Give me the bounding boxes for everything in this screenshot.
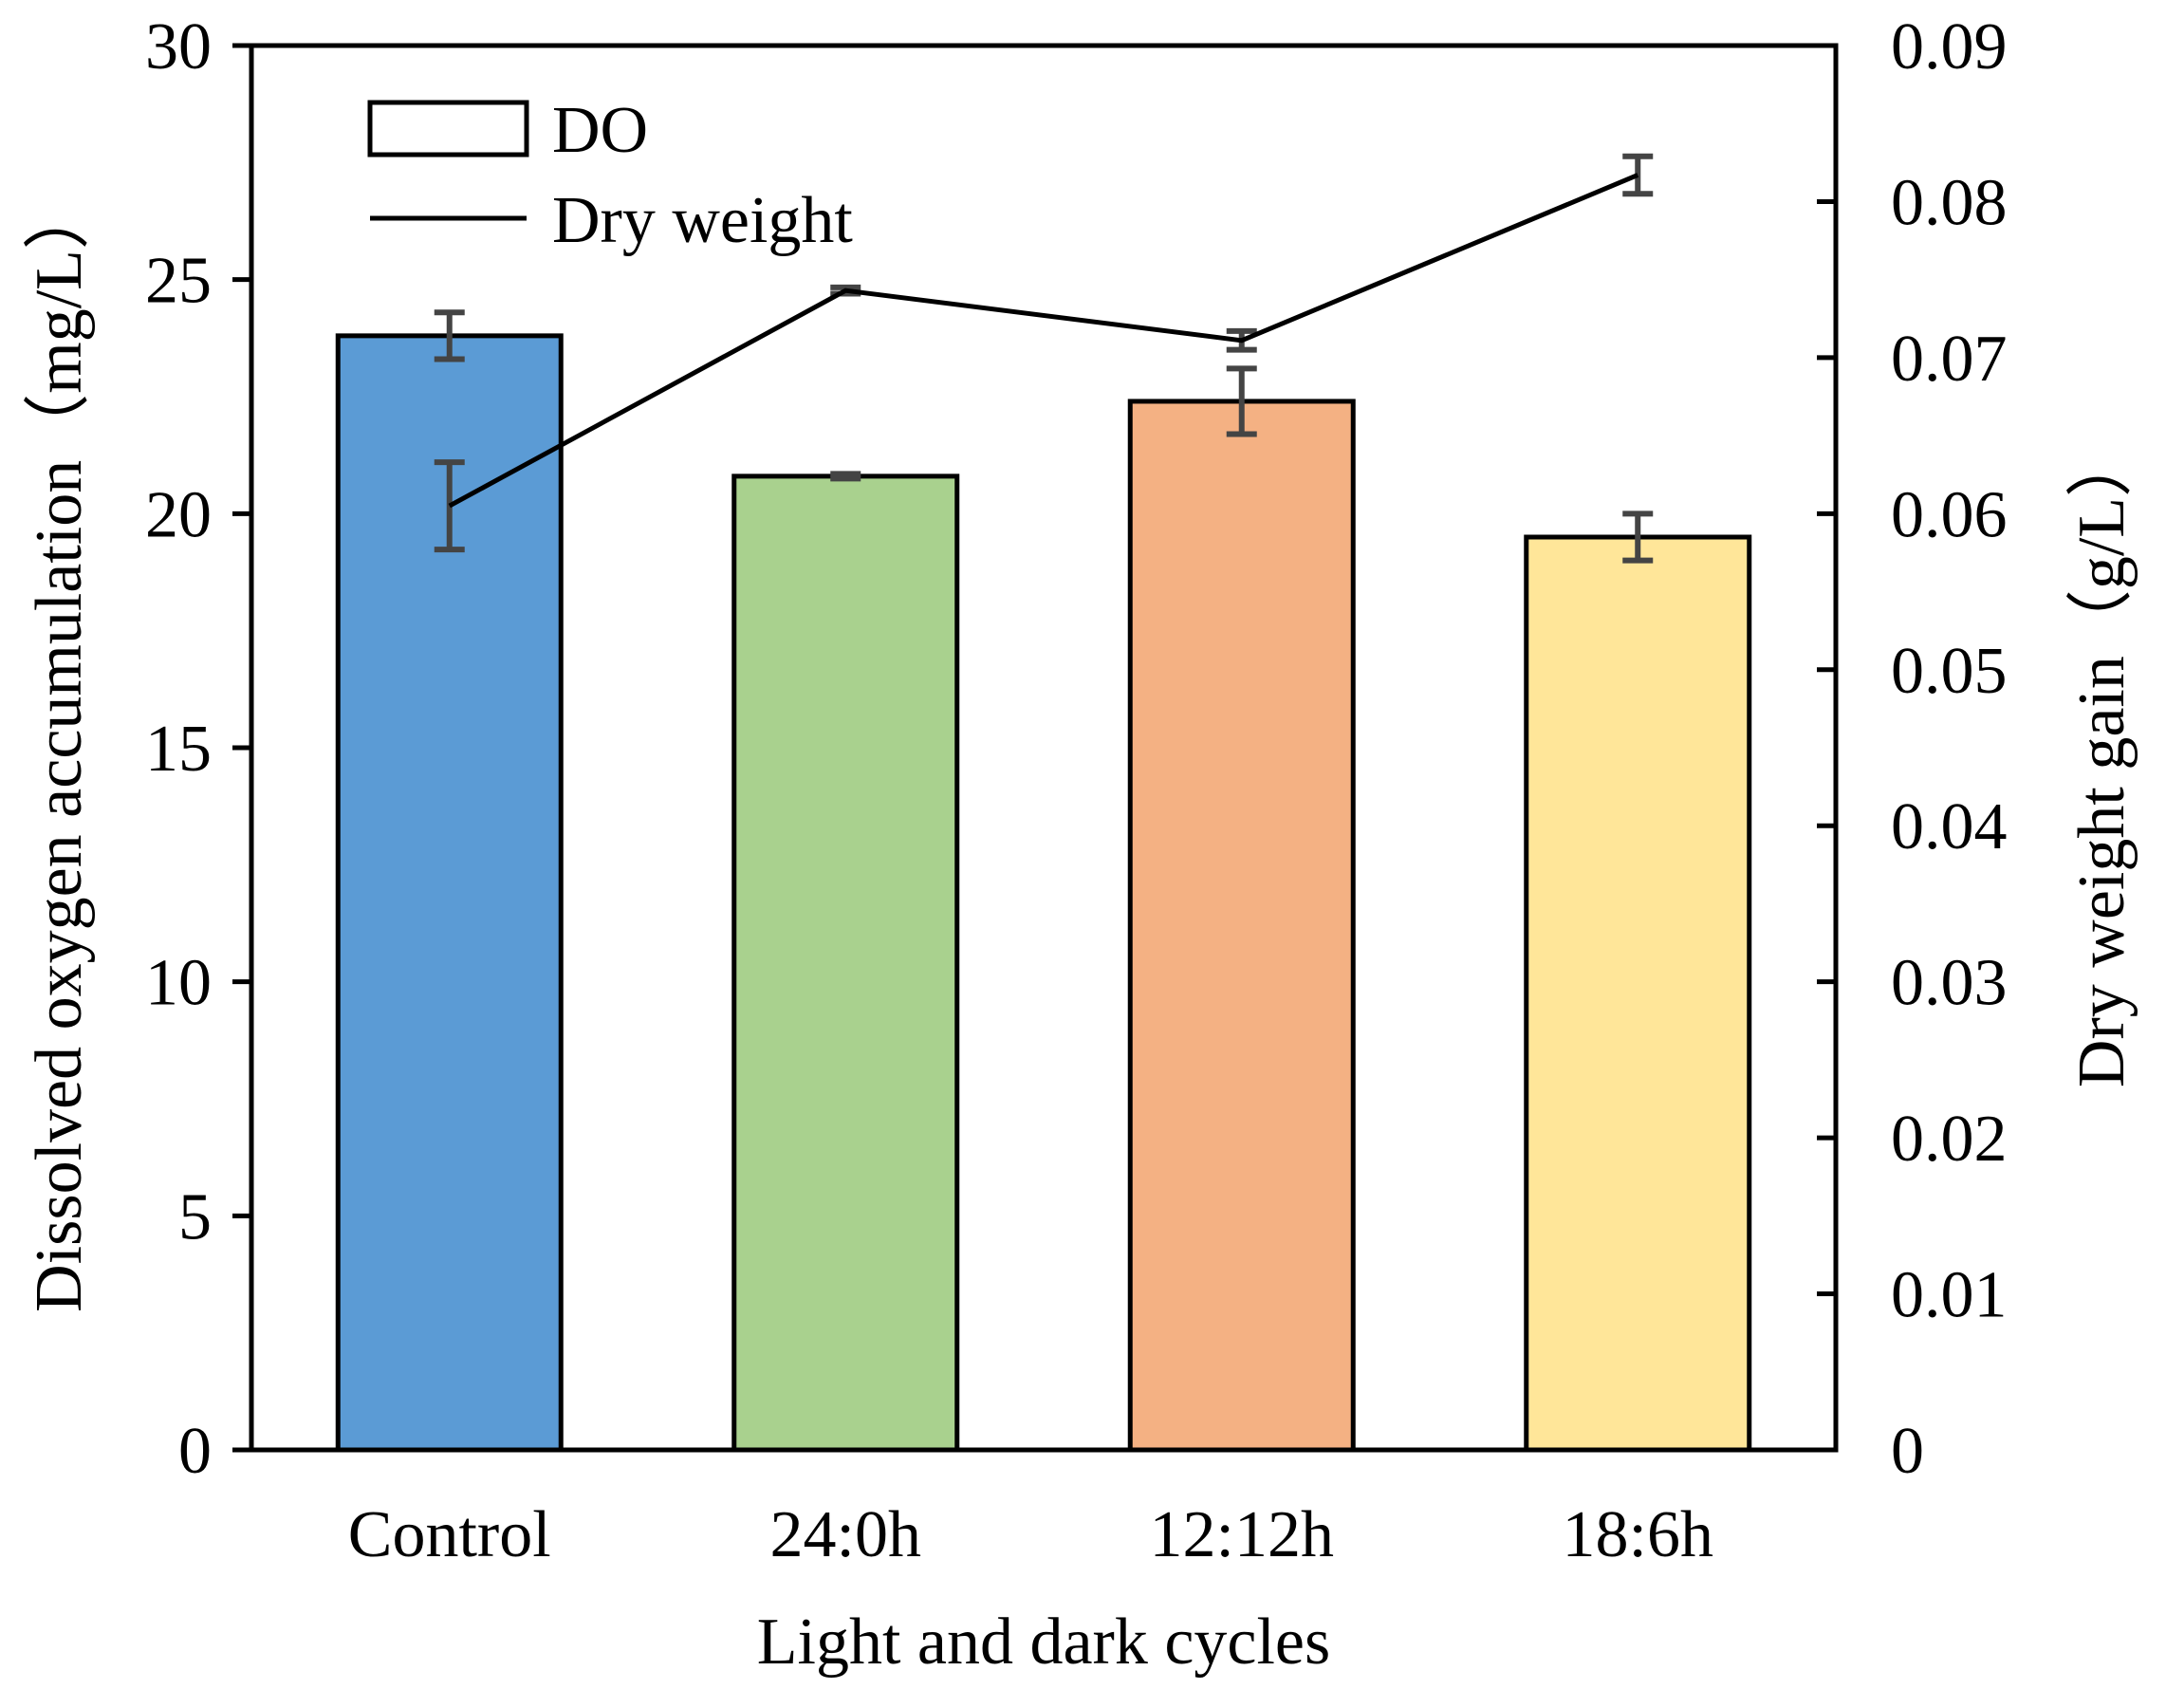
right-y-tick-label: 0.09 bbox=[1891, 10, 2008, 84]
bar-do-3 bbox=[1127, 399, 1356, 1453]
right-y-tick-label: 0.05 bbox=[1891, 635, 2008, 708]
legend: DO Dry weight bbox=[367, 94, 853, 257]
right-y-tick-label: 0.01 bbox=[1891, 1259, 2008, 1332]
error-bar-do-4 bbox=[1622, 511, 1654, 564]
left-y-tick-label: 0 bbox=[178, 1415, 212, 1488]
left-y-axis-title: Dissolved oxygen accumulation（mg/L） bbox=[23, 183, 96, 1312]
left-y-tick-label: 25 bbox=[145, 245, 212, 318]
right-y-tick-label: 0.02 bbox=[1891, 1103, 2008, 1176]
error-bar-dry-weight-1 bbox=[434, 459, 465, 553]
x-tick-label: 18:6h bbox=[1563, 1498, 1713, 1571]
left-y-tick-label: 10 bbox=[145, 947, 212, 1020]
legend-dry-weight-label: Dry weight bbox=[552, 184, 853, 257]
right-y-tick-label: 0 bbox=[1891, 1415, 1924, 1488]
bars-layer bbox=[335, 333, 1752, 1453]
x-tick-label: 12:12h bbox=[1150, 1498, 1334, 1571]
error-bar-do-2 bbox=[830, 471, 861, 482]
left-y-tick-label: 20 bbox=[145, 478, 212, 551]
line-dry-weight bbox=[448, 173, 1639, 509]
ticks-layer: 0 5 10 15 20 25 30 0 0.01 0.02 0.03 0.04 0.05 0.06 0.0… bbox=[145, 10, 2008, 1571]
right-y-tick-label: 0.04 bbox=[1891, 790, 2008, 863]
error-bar-do-1 bbox=[434, 309, 465, 362]
legend-do-swatch bbox=[367, 100, 529, 158]
x-tick-label: 24:0h bbox=[770, 1498, 921, 1571]
left-y-tick-label: 5 bbox=[178, 1180, 212, 1253]
legend-do-label: DO bbox=[552, 94, 648, 167]
right-y-axis-title: Dry weight gain（g/L） bbox=[2065, 431, 2138, 1087]
left-y-tick-label: 15 bbox=[145, 713, 212, 786]
right-y-tick-label: 0.03 bbox=[1891, 947, 2008, 1020]
x-axis-title: Light and dark cycles bbox=[757, 1606, 1331, 1679]
bar-do-2 bbox=[731, 473, 960, 1453]
right-y-tick-label: 0.07 bbox=[1891, 323, 2008, 396]
right-y-tick-label: 0.08 bbox=[1891, 166, 2008, 239]
x-tick-label: Control bbox=[348, 1498, 551, 1571]
error-bar-do-3 bbox=[1226, 365, 1257, 437]
right-y-tick-label: 0.06 bbox=[1891, 478, 2008, 551]
bar-do-4 bbox=[1524, 534, 1752, 1453]
line-layer bbox=[448, 173, 1639, 509]
left-y-tick-label: 30 bbox=[145, 10, 212, 84]
